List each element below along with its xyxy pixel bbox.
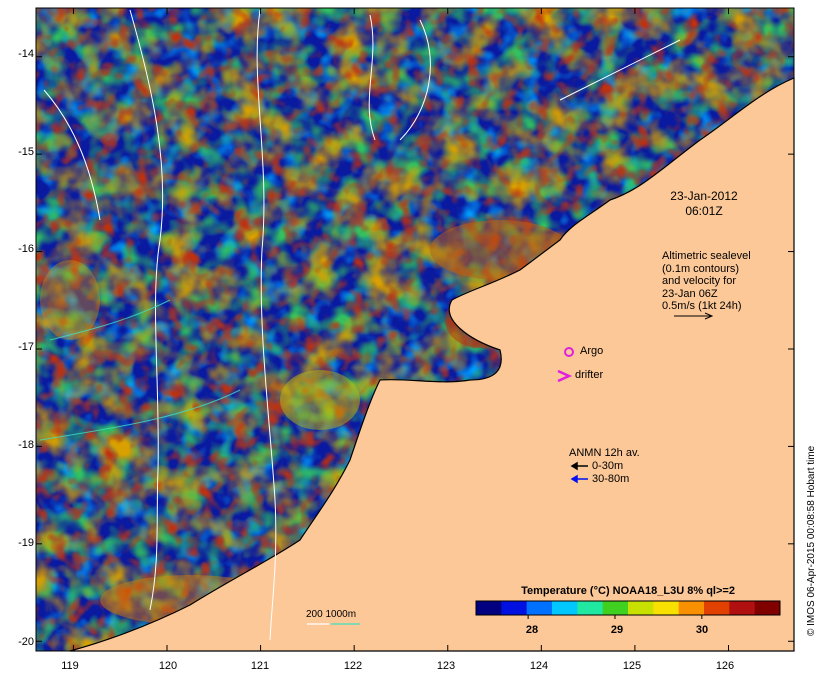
colorbar-swatch <box>476 601 502 615</box>
colorbar-ticks <box>527 615 703 619</box>
x-tick-label: 124 <box>529 660 549 672</box>
drifter-label: drifter <box>575 369 604 381</box>
altimetry-line: Altimetric sealevel <box>662 250 751 262</box>
anmn-30-80-label: 30-80m <box>592 473 630 485</box>
x-tick-label: 119 <box>61 660 79 672</box>
axis-ticks <box>36 8 794 651</box>
colorbar-swatch <box>704 601 730 615</box>
colorbar-swatch <box>628 601 654 615</box>
y-tick-label: -16 <box>18 243 34 255</box>
altimetry-legend: Altimetric sealevel (0.1m contours) and … <box>662 250 751 313</box>
y-tick-label: -14 <box>18 48 34 60</box>
colorbar-swatch <box>577 601 604 615</box>
image-date: 23-Jan-2012 <box>670 189 738 203</box>
argo-marker <box>564 347 574 357</box>
y-tick-label: -18 <box>18 439 34 451</box>
velocity-scale-arrow <box>674 312 714 320</box>
x-tick-label: 121 <box>250 660 270 672</box>
map-frame <box>35 7 795 652</box>
colorbar-swatch <box>754 601 781 615</box>
image-time: 06:01Z <box>685 204 723 218</box>
altimetry-line: and velocity for <box>662 275 736 287</box>
image-datetime: 23-Jan-2012 06:01Z <box>664 189 744 219</box>
x-tick-label: 126 <box>715 660 735 672</box>
y-tick-label: -17 <box>18 341 34 353</box>
y-tick-label: -15 <box>18 146 34 158</box>
x-tick-label: 123 <box>436 660 456 672</box>
colorbar-swatch <box>501 601 528 615</box>
argo-label: Argo <box>580 345 604 357</box>
y-tick-label: -19 <box>18 537 34 549</box>
bathymetry-contours <box>39 299 241 441</box>
x-tick-label: 122 <box>343 660 363 672</box>
colorbar-swatch <box>526 601 553 615</box>
anmn-0-30-arrow <box>570 461 588 471</box>
colorbar-tick-label: 29 <box>610 624 624 636</box>
altimetry-line: 0.5m/s (1kt 24h) <box>662 300 742 312</box>
credit-text: © IMOS 06-Apr-2015 00:08:58 Hobart time <box>806 445 817 636</box>
x-tick-label: 120 <box>158 660 178 672</box>
colorbar-swatch <box>552 601 578 615</box>
colorbar-tick-label: 30 <box>695 624 709 636</box>
colorbar-title: Temperature (°C) NOAA18_L3U 8% ql>=2 <box>521 585 735 597</box>
anmn-title: ANMN 12h av. <box>569 447 640 459</box>
colorbar-frame <box>475 600 781 616</box>
colorbar-swatch <box>678 601 705 615</box>
colorbar-tick-label: 28 <box>525 624 539 636</box>
anmn-30-80-arrow <box>570 474 588 484</box>
colorbar-swatch <box>602 601 629 615</box>
colorbar-swatch <box>729 601 756 615</box>
land-coastline <box>69 77 795 652</box>
sealevel-contours <box>43 9 681 641</box>
drifter-marker <box>557 369 573 383</box>
x-tick-label: 125 <box>622 660 642 672</box>
colorbar <box>476 601 781 615</box>
bathymetry-label: 200 1000m <box>306 609 357 620</box>
anmn-0-30-label: 0-30m <box>592 460 624 472</box>
altimetry-line: 23-Jan 06Z <box>662 287 718 300</box>
altimetry-line: (0.1m contours) <box>662 262 740 275</box>
colorbar-swatch <box>653 601 680 615</box>
y-tick-label: -20 <box>18 636 34 648</box>
